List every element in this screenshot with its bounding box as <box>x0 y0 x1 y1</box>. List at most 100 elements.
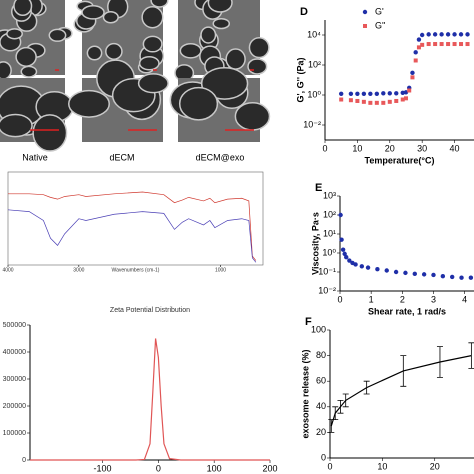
error-bar <box>400 355 407 387</box>
marker <box>413 50 418 55</box>
y-tick-label: 100 <box>311 324 326 334</box>
x-tick-label: 0 <box>322 143 327 153</box>
error-bar <box>436 346 443 378</box>
x-tick-label: 0 <box>156 463 161 473</box>
sem-pore <box>200 26 217 44</box>
y-axis-label: exosome release (%) <box>300 349 310 438</box>
y-tick-label: 400000 <box>3 349 26 356</box>
marker <box>403 90 409 95</box>
error-bar <box>342 393 349 408</box>
marker <box>403 270 408 276</box>
legend-marker <box>363 24 367 28</box>
marker <box>421 272 427 277</box>
sem-pore <box>178 86 219 121</box>
marker <box>410 75 415 80</box>
x-tick-label: 30 <box>417 143 427 153</box>
error-bar <box>337 400 344 414</box>
marker <box>394 91 399 96</box>
sem-pore <box>150 0 169 8</box>
marker <box>361 91 367 97</box>
y-tick-label: 200000 <box>3 403 26 410</box>
y-tick-label: 10⁻² <box>318 285 336 295</box>
sem-pore <box>248 37 270 59</box>
y-tick-label: 300000 <box>3 376 26 383</box>
x-tick-label: 20 <box>385 143 395 153</box>
sem-pore <box>207 0 233 13</box>
x-tick-label: 2 <box>400 294 405 304</box>
marker <box>459 42 464 47</box>
sem-pore <box>234 101 271 131</box>
sem-pore <box>105 42 123 61</box>
sem-pore <box>0 113 33 138</box>
series-line <box>8 191 257 261</box>
x-tick-label: 10 <box>377 461 387 471</box>
marker <box>355 91 360 97</box>
sem-pore <box>81 5 105 20</box>
sem-pore <box>200 67 249 100</box>
marker <box>452 42 457 47</box>
marker <box>340 247 346 252</box>
marker <box>355 98 360 103</box>
series-line <box>330 355 472 427</box>
sem-pore <box>86 45 103 61</box>
marker <box>433 42 438 47</box>
marker <box>353 262 358 267</box>
y-tick-label: 0 <box>22 457 26 464</box>
sem-pore <box>142 35 163 53</box>
marker <box>400 97 405 102</box>
y-tick-label: 10⁻² <box>303 119 321 129</box>
marker <box>446 42 451 47</box>
series-line <box>30 338 270 461</box>
marker <box>410 70 415 76</box>
sem-pore <box>138 55 160 71</box>
sem-pore <box>179 42 202 59</box>
marker <box>348 91 354 97</box>
marker <box>387 99 392 104</box>
y-tick-label: 10⁻¹ <box>318 266 336 276</box>
marker <box>459 275 464 280</box>
error-bar <box>363 380 370 395</box>
y-tick-label: 10³ <box>323 190 336 200</box>
y-tick-label: 20 <box>316 427 326 437</box>
panel-letter: F <box>305 316 312 328</box>
legend-label: G' <box>375 6 384 16</box>
sem-pore <box>15 46 37 67</box>
marker <box>468 275 474 280</box>
y-tick-label: 80 <box>316 350 326 360</box>
x-tick-label: 10 <box>352 143 362 153</box>
y-tick-label: 0 <box>321 452 326 462</box>
x-tick-label: 100 <box>207 463 222 473</box>
marker <box>431 272 436 278</box>
y-axis-label: Viscosity, Pa·s <box>310 212 320 275</box>
chart-title: Zeta Potential Distribution <box>110 307 190 314</box>
sem-pore <box>212 17 231 30</box>
legend-marker <box>362 9 368 15</box>
marker <box>416 45 421 50</box>
marker <box>403 96 408 101</box>
marker <box>440 274 446 279</box>
marker <box>348 98 353 103</box>
x-tick-label: 200 <box>262 463 277 473</box>
sem-pore <box>48 28 67 42</box>
sem-pore <box>6 28 23 40</box>
marker <box>365 265 371 270</box>
marker <box>375 267 380 272</box>
error-bar <box>468 342 474 369</box>
marker <box>338 212 343 218</box>
marker <box>393 269 399 275</box>
marker <box>394 98 399 103</box>
marker <box>407 88 412 93</box>
y-tick-label: 10² <box>323 209 336 219</box>
x-axis-label: Wavenumbers (cm-1) <box>112 267 160 273</box>
y-tick-label: 10⁰ <box>322 247 336 257</box>
marker <box>449 274 455 280</box>
marker <box>432 32 438 37</box>
marker <box>426 32 431 37</box>
ftir-frame <box>7 171 264 266</box>
y-axis-label: G', G'' (Pa) <box>295 58 305 103</box>
marker <box>419 32 425 38</box>
x-tick-label: 40 <box>450 143 460 153</box>
marker <box>439 32 444 37</box>
marker <box>420 42 425 47</box>
